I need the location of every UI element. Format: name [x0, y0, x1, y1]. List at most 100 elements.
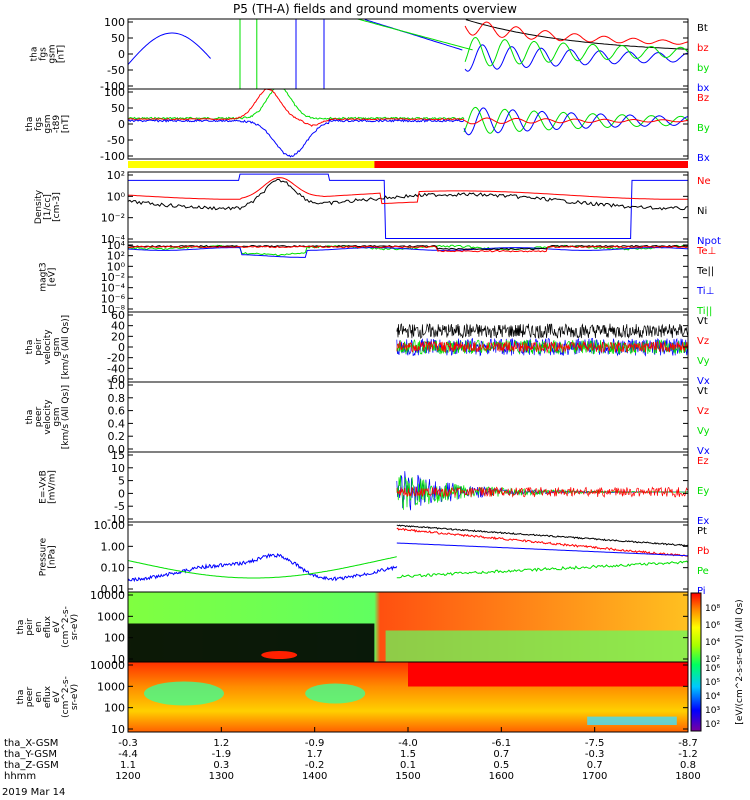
mode-bar-segment	[374, 161, 688, 168]
series-ti-perp	[127, 247, 689, 258]
x-tick-label: 0.7	[587, 760, 603, 771]
spectrogram-cool	[305, 683, 366, 704]
y-axis-label: gsm	[43, 114, 53, 133]
colorbar-tick: 10⁴	[705, 692, 720, 702]
legend-entry: Npot	[697, 236, 721, 247]
mode-bar-segment	[128, 161, 375, 168]
colorbar-tick: 10⁸	[705, 604, 720, 614]
series-by	[127, 88, 465, 120]
x-tick-label: -0.3	[585, 749, 605, 760]
y-axis-label: [mV/m]	[48, 470, 58, 504]
y-axis-label: [km/s (All Qs)]	[61, 315, 71, 379]
y-axis-label: [km/s (All Qs)]	[61, 385, 71, 449]
legend-entry: Vy	[697, 426, 710, 437]
series-npot	[128, 173, 688, 239]
chart-title: P5 (TH-A) fields and ground moments over…	[233, 2, 517, 16]
colorbar-tick: 10⁶	[705, 664, 720, 674]
y-axis-label: -t89	[52, 115, 62, 134]
series-pi-2	[396, 542, 688, 557]
x-tick-label: -8.7	[678, 738, 698, 749]
y-axis-label: gsm	[48, 44, 58, 63]
y-tick-label: 10	[111, 723, 125, 736]
series-pb	[396, 527, 689, 558]
panel-fgs: 100 50 0 -50 -100 tha fgs gsm [nT] Bt bz by bx	[30, 16, 710, 94]
x-row-label: tha_Y-GSM	[4, 749, 57, 760]
panel-fgs_dc: 100 50 0 -50 -100 tha fgs gsm -t89 [nT] Bz By Bx	[25, 86, 710, 164]
y-tick-label: 1000	[97, 680, 125, 693]
colorbar-tick: 10⁶	[705, 621, 720, 631]
panel-pressure: 10.00 1.00 0.10 0.01 Pressure [nPa] Pt Pb Pe Pi	[39, 519, 710, 597]
x-tick-label: -1.9	[212, 749, 232, 760]
x-tick-label: 1.5	[400, 749, 416, 760]
y-axis-label: fgs	[34, 117, 44, 131]
y-tick-label: 1.00	[101, 540, 126, 553]
y-tick-label: -10	[107, 513, 125, 526]
colorbar-scale	[690, 592, 702, 732]
y-tick-label: 0.6	[108, 405, 126, 418]
y-tick-label: 0.8	[108, 392, 126, 405]
series-ne	[127, 177, 688, 205]
y-tick-label: 0.0	[108, 443, 126, 456]
y-tick-label: 100	[104, 16, 125, 29]
y-tick-label: 100	[104, 86, 125, 99]
y-tick-label: 20	[111, 330, 125, 343]
y-tick-label: 1.0	[108, 379, 126, 392]
y-axis-label: Density	[34, 189, 44, 224]
legend-entry: Ex	[697, 516, 709, 527]
series-by-osc	[463, 106, 689, 134]
y-axis-label: [eV]	[48, 268, 58, 287]
panel-frame	[127, 171, 689, 243]
y-tick-label: 40	[111, 320, 125, 333]
colorbar-label: [eV/(cm^2-s-sr-eV)] (All Qs)	[735, 599, 745, 724]
y-tick-label: 0.01	[101, 583, 126, 596]
colorbar-tick: 10²	[705, 720, 720, 730]
y-tick-label: 10⁻⁴	[101, 233, 126, 246]
series-ez	[396, 486, 689, 498]
y-tick-label: -50	[107, 64, 125, 77]
y-tick-label: 1000	[97, 610, 125, 623]
y-tick-label: 0	[118, 48, 125, 61]
y-axis-label: velocity	[43, 399, 53, 435]
y-tick-label: -100	[100, 80, 125, 93]
x-tick-label: 0.1	[400, 760, 416, 771]
colorbar-tick: 10⁵	[705, 678, 720, 688]
y-axis-label: tha	[25, 410, 35, 425]
y-axis-label: tha	[25, 340, 35, 355]
legend-entry: Ey	[697, 486, 709, 497]
series-bz	[464, 21, 689, 45]
series-bt	[465, 19, 689, 50]
y-tick-label: 10⁻⁸	[101, 303, 126, 316]
x-tick-label: 1600	[489, 771, 514, 782]
x-tick-label: 0.8	[680, 760, 696, 771]
spectrogram-hot-spot	[261, 651, 298, 659]
x-tick-label: 1700	[582, 771, 607, 782]
colorbar-tick: 10⁴	[705, 638, 720, 648]
x-tick-label: 1500	[395, 771, 420, 782]
y-tick-label: 10⁰	[107, 260, 126, 273]
x-tick-label: 1300	[209, 771, 234, 782]
y-axis-label: tha	[16, 620, 26, 635]
y-axis-label: velocity	[43, 329, 53, 365]
legend-entry: Vt	[697, 386, 708, 397]
panel-peer_spec: 10000 1000 100 10 tha peer en eflux eV (cm^2-s-sr…	[16, 659, 689, 736]
series-vt	[396, 323, 689, 339]
legend-entry: Ti⊥	[696, 286, 714, 297]
y-axis-label: (cm^2-s-	[61, 676, 71, 718]
y-tick-label: 0.10	[101, 562, 126, 575]
y-tick-label: 10	[111, 462, 125, 475]
y-tick-label: 10	[111, 653, 125, 666]
legend-entry: bz	[697, 43, 709, 54]
y-tick-label: 10⁻⁴	[101, 282, 126, 295]
y-tick-label: 60	[111, 309, 125, 322]
y-tick-label: 10⁻²	[101, 212, 125, 225]
y-tick-label: 15	[111, 449, 125, 462]
series-bx	[127, 119, 465, 158]
y-tick-label: -60	[107, 373, 125, 386]
y-tick-label: 10.00	[94, 519, 126, 532]
y-axis-label: magt3	[39, 262, 49, 291]
legend-entry: Vz	[697, 336, 709, 347]
y-tick-label: 0	[118, 118, 125, 131]
y-tick-label: 100	[104, 702, 125, 715]
